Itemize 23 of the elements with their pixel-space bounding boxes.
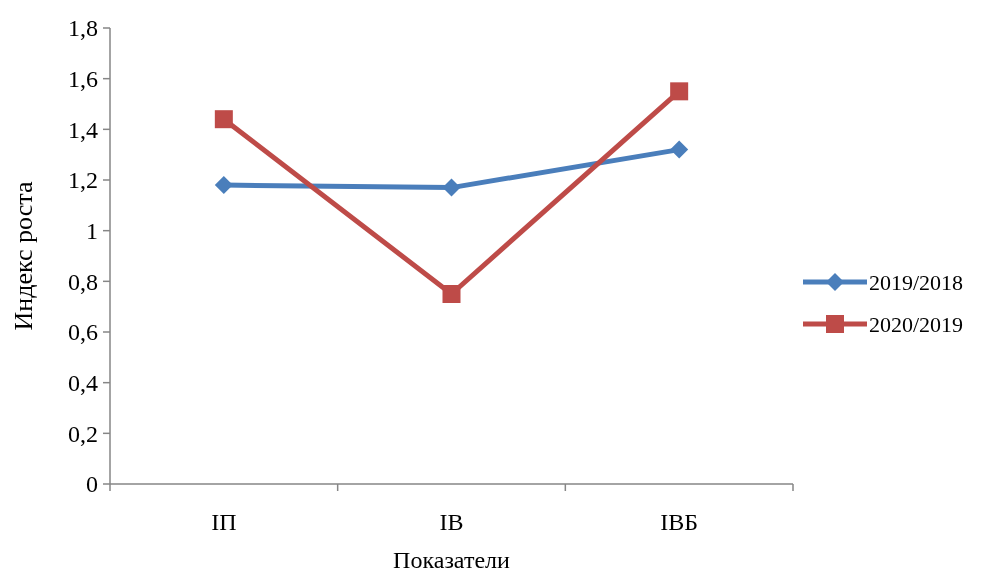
point [442, 178, 461, 197]
legend-label: 2020/2019 [869, 311, 964, 337]
y-tick-label: 1,8 [68, 15, 98, 42]
y-tick-label: 0,4 [68, 370, 98, 397]
x-tick-label: IП [211, 509, 237, 535]
point [670, 82, 689, 101]
point [442, 285, 461, 303]
y-tick-label: 1 [86, 218, 98, 245]
y-tick-label: 1,6 [68, 66, 98, 93]
x-tick-label: IВБ [660, 509, 699, 535]
y-tick-label: 0,2 [68, 420, 98, 447]
y-tick-label: 1,2 [68, 167, 98, 194]
y-tick-label: 0,6 [68, 319, 98, 346]
point [214, 110, 233, 129]
y-tick-label: 1,4 [68, 116, 98, 143]
y-tick-label: 0,8 [68, 268, 98, 295]
point [214, 176, 233, 195]
legend-label: 2019/2018 [869, 269, 964, 295]
y-tick-label: 0 [86, 471, 98, 498]
x-axis-title: Показатели [393, 547, 511, 573]
y-axis-title: Индекс роста [9, 181, 38, 331]
point [670, 140, 689, 159]
x-tick-label: IВ [439, 509, 464, 535]
